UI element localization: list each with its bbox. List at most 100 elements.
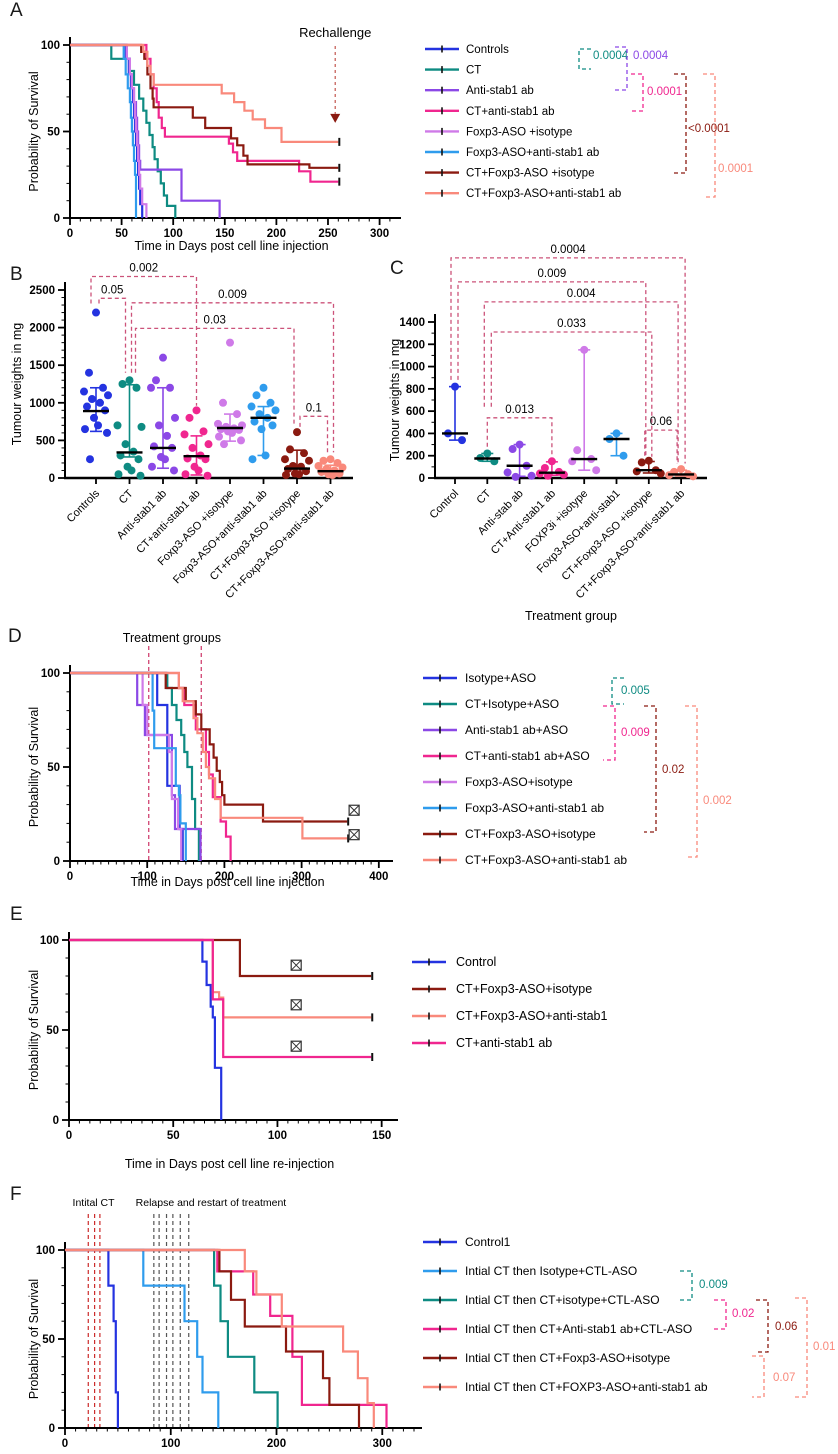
sig-pvalue-label: 0.004 — [567, 288, 596, 300]
x-tick-label: 150 — [215, 228, 234, 240]
legend-label-intial-ct-then-ct-isotype-ctl-aso: Intial CT then CT+isotype+CTL-ASO — [465, 1293, 660, 1307]
sig-pvalue-label: 0.033 — [557, 318, 586, 330]
dot-ct-foxp3-aso-isotype — [300, 449, 308, 458]
legend-label-control: Control — [456, 955, 496, 969]
x-tick-label: 0 — [67, 228, 73, 240]
panel-d-survival-plot: 0 100 200 300 400 0 50 100 Probability of Surviv… — [27, 631, 393, 889]
pvalue-bracket — [578, 48, 591, 70]
y-tick-label: 400 — [406, 428, 425, 440]
pvalue-bracket — [631, 73, 644, 112]
dot-ct — [137, 422, 146, 431]
dot-controls — [90, 413, 98, 422]
dot-anti-stab1-ab — [155, 421, 163, 430]
dot-foxp3i-isotype — [592, 466, 601, 475]
dot-controls — [99, 383, 107, 392]
dot-controls — [103, 428, 111, 437]
dot-foxp3i-isotype — [573, 446, 582, 455]
dot-foxp3-aso-isotype — [215, 432, 223, 441]
x-tick-label: 200 — [267, 1438, 286, 1450]
legend-label-ct-foxp3-aso-anti-stab1-ab: CT+Foxp3-ASO+anti-stab1 ab — [466, 188, 621, 200]
legend-label-foxp3-aso-anti-stab1-ab: Foxp3-ASO+anti-stab1 ab — [465, 801, 604, 815]
panel-label-f: F — [10, 1184, 22, 1205]
dot-ct-anti-stab1-ab — [204, 440, 213, 449]
panel-e-survival-plot: 0 50 100 150 0 50 100 Probability of Survival Ti… — [27, 932, 398, 1171]
dot-foxp3-aso-anti-stab1 — [619, 451, 628, 460]
x-tick-label: 150 — [372, 1130, 391, 1142]
dot-foxp3-aso-anti-stab1-ab — [266, 398, 275, 407]
pvalue-label: 0.02 — [662, 764, 684, 776]
y-tick-label: 800 — [406, 384, 425, 396]
dot-ct — [483, 449, 492, 458]
dot-anti-stab-ab — [527, 471, 536, 480]
dot-foxp3-aso-anti-stab1-ab — [259, 383, 268, 392]
dot-ct — [125, 376, 134, 385]
sig-bracket — [486, 417, 553, 456]
x-category-label-control: Control — [428, 488, 462, 522]
x-category-label-controls: Controls — [65, 487, 103, 525]
y-tick-label: 1400 — [399, 317, 425, 329]
legend-label-ct-foxp3-aso-isotype: CT+Foxp3-ASO +isotype — [466, 168, 594, 180]
pvalue-bracket — [703, 73, 716, 198]
dot-ct-anti-stab1-ab — [180, 430, 189, 439]
panel-e-legend: Control CT+Foxp3-ASO+isotype CT+Foxp3-ASO+… — [412, 955, 608, 1050]
y-tick-label: 2500 — [29, 285, 55, 297]
series-anti-stab1-ab — [70, 43, 221, 218]
dot-foxp3i-isotype — [580, 345, 589, 354]
sig-bracket — [450, 257, 686, 464]
legend-label-intial-ct-then-ct-foxp3-aso-anti-stab1-ab: Intial CT then CT+FOXP3-ASO+anti-stab1 a… — [465, 1380, 708, 1394]
x-tick-label: 400 — [369, 871, 388, 883]
dot-anti-stab1-ab — [171, 413, 179, 422]
annotation-text: Intital CT — [73, 1197, 116, 1209]
x-tick-label: 0 — [67, 871, 73, 883]
legend-label-foxp3-aso-isotype: Foxp3-ASO +isotype — [466, 126, 572, 138]
dot-foxp3-aso-anti-stab1-ab — [252, 391, 261, 400]
dot-ct-foxp3-aso-isotype — [282, 470, 290, 479]
series-foxp3-aso-anti-stab1-ab — [70, 671, 187, 861]
dot-ct-foxp3-aso-isotype — [305, 456, 313, 465]
pvalue-bracket — [644, 705, 657, 833]
dot-ct — [114, 470, 123, 479]
dot-foxp3-aso-anti-stab1-ab — [261, 451, 270, 460]
dot-foxp3-aso-isotype — [228, 428, 236, 437]
y-tick-label: 100 — [41, 40, 60, 52]
dot-ct-anti-stab1-ab — [540, 463, 549, 472]
panel-b-scatter-plot: 0 500 1000 1500 2000 2500 Tumour weights in mg… — [10, 262, 353, 601]
pvalue-bracket — [795, 1297, 808, 1398]
dot-ct-anti-stab1-ab — [203, 471, 212, 480]
legend-label-controls: Controls — [466, 44, 509, 56]
pvalue-label: 0.0004 — [633, 50, 669, 62]
sig-bracket — [457, 281, 647, 457]
sig-pvalue-label: 0.013 — [505, 404, 534, 416]
series-ct — [70, 43, 177, 218]
annotation-rechallenge: Rechallenge — [299, 25, 371, 40]
panel-c-scatter-plot: 0 200 400 600 800 1000 1200 1400 Tumour weights … — [388, 244, 707, 623]
dot-controls — [85, 368, 93, 377]
y-axis-title: Probability of Survival — [27, 970, 41, 1090]
x-tick-label: 0 — [62, 1438, 68, 1450]
pvalue-label: 0.002 — [703, 795, 732, 807]
dot-controls — [96, 398, 104, 407]
dot-anti-stab-ab — [511, 472, 520, 481]
legend-label-ct-foxp3-aso-isotype: CT+Foxp3-ASO+isotype — [456, 982, 592, 996]
series-ct-anti-stab1-ab — [69, 938, 372, 1059]
x-tick-label: 250 — [318, 228, 337, 240]
dot-anti-stab1-ab — [170, 466, 178, 475]
pvalue-label: 0.06 — [775, 1321, 797, 1333]
dot-foxp3-aso-isotype — [233, 410, 241, 419]
dot-ct-foxp3-aso-isotype — [293, 428, 301, 437]
dot-anti-stab1-ab — [159, 353, 167, 362]
panel-label-c: C — [390, 258, 404, 279]
x-tick-label: 100 — [164, 228, 183, 240]
series-intial-ct-then-ct-foxp3-aso-anti-stab1-ab — [65, 1248, 375, 1428]
dot-controls — [81, 425, 89, 434]
dot-anti-stab-ab — [508, 445, 517, 454]
pvalue-label: 0.0004 — [593, 50, 629, 62]
series-intial-ct-then-isotype-ctl-aso — [65, 1248, 220, 1428]
legend-label-foxp3-aso-anti-stab1-ab: Foxp3-ASO+anti-stab1 ab — [466, 147, 599, 159]
y-tick-label: 200 — [406, 451, 425, 463]
dot-foxp3-aso-anti-stab1 — [612, 429, 621, 438]
x-tick-label: 50 — [115, 228, 128, 240]
pvalue-label: 0.0001 — [718, 163, 753, 175]
annotation-text: Relapse and restart of treatment — [136, 1197, 287, 1209]
panel-label-d: D — [8, 626, 22, 647]
